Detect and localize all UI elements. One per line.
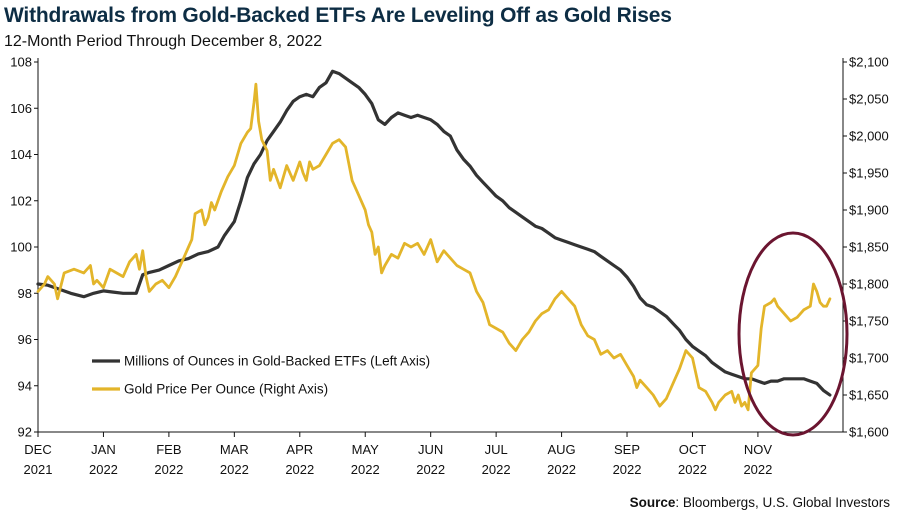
x-tick-month: MAY	[352, 442, 380, 457]
x-tick-month: DEC	[24, 442, 51, 457]
x-tick-year: 2022	[89, 462, 118, 477]
left-tick-label: 94	[18, 378, 32, 393]
x-tick-month: AUG	[547, 442, 575, 457]
x-tick-year: 2022	[482, 462, 511, 477]
x-tick-month: SEP	[614, 442, 640, 457]
x-tick-year: 2022	[154, 462, 183, 477]
source-text: : Bloombergs, U.S. Global Investors	[675, 495, 890, 510]
x-tick-month: JUN	[418, 442, 443, 457]
x-tick-month: JUL	[485, 442, 508, 457]
x-tick-year: 2022	[351, 462, 380, 477]
x-tick-year: 2022	[547, 462, 576, 477]
right-tick-label: $1,900	[849, 203, 889, 218]
left-tick-label: 98	[18, 286, 32, 301]
right-tick-label: $1,800	[849, 277, 889, 292]
right-tick-label: $2,050	[849, 92, 889, 107]
legend: Millions of Ounces in Gold-Backed ETFs (…	[92, 354, 430, 397]
left-tick-label: 106	[10, 101, 32, 116]
x-tick-year: 2022	[743, 462, 772, 477]
x-tick-month: MAR	[220, 442, 249, 457]
x-tick-month: NOV	[744, 442, 773, 457]
x-tick-year: 2021	[24, 462, 53, 477]
source-note: Source: Bloombergs, U.S. Global Investor…	[630, 495, 890, 510]
chart-title: Withdrawals from Gold-Backed ETFs Are Le…	[4, 4, 672, 27]
x-tick-year: 2022	[285, 462, 314, 477]
x-tick-year: 2022	[678, 462, 707, 477]
right-tick-label: $1,600	[849, 425, 889, 440]
x-tick-month: APR	[286, 442, 313, 457]
gold-price-line	[36, 82, 832, 412]
right-tick-label: $1,850	[849, 240, 889, 255]
series-layer	[36, 69, 849, 437]
axes: 92 94 96 98 100 102 104 106 108 $1,600 $1,650 $1,70…	[10, 55, 888, 478]
right-tick-label: $1,750	[849, 314, 889, 329]
x-tick-year: 2022	[416, 462, 445, 477]
right-tick-label: $1,700	[849, 351, 889, 366]
left-tick-label: 92	[18, 425, 32, 440]
x-tick-year: 2022	[220, 462, 249, 477]
left-tick-label: 100	[10, 240, 32, 255]
right-tick-label: $1,650	[849, 388, 889, 403]
x-tick-month: JAN	[91, 442, 116, 457]
left-tick-label: 102	[10, 193, 32, 208]
legend-label-gold: Gold Price Per Ounce (Right Axis)	[124, 382, 328, 397]
etf-holdings-line	[36, 69, 832, 397]
right-tick-label: $2,000	[849, 129, 889, 144]
chart-subtitle: 12-Month Period Through December 8, 2022	[4, 33, 323, 50]
left-tick-label: 96	[18, 332, 32, 347]
source-label: Source	[629, 495, 676, 510]
right-tick-label: $1,950	[849, 166, 889, 181]
right-tick-label: $2,100	[849, 55, 889, 70]
x-tick-year: 2022	[613, 462, 642, 477]
highlight-ellipse	[737, 231, 849, 437]
x-tick-month: FEB	[156, 442, 181, 457]
left-tick-label: 104	[10, 147, 32, 162]
legend-label-etf: Millions of Ounces in Gold-Backed ETFs (…	[124, 354, 430, 369]
x-tick-month: OCT	[679, 442, 707, 457]
left-tick-label: 108	[10, 55, 32, 70]
